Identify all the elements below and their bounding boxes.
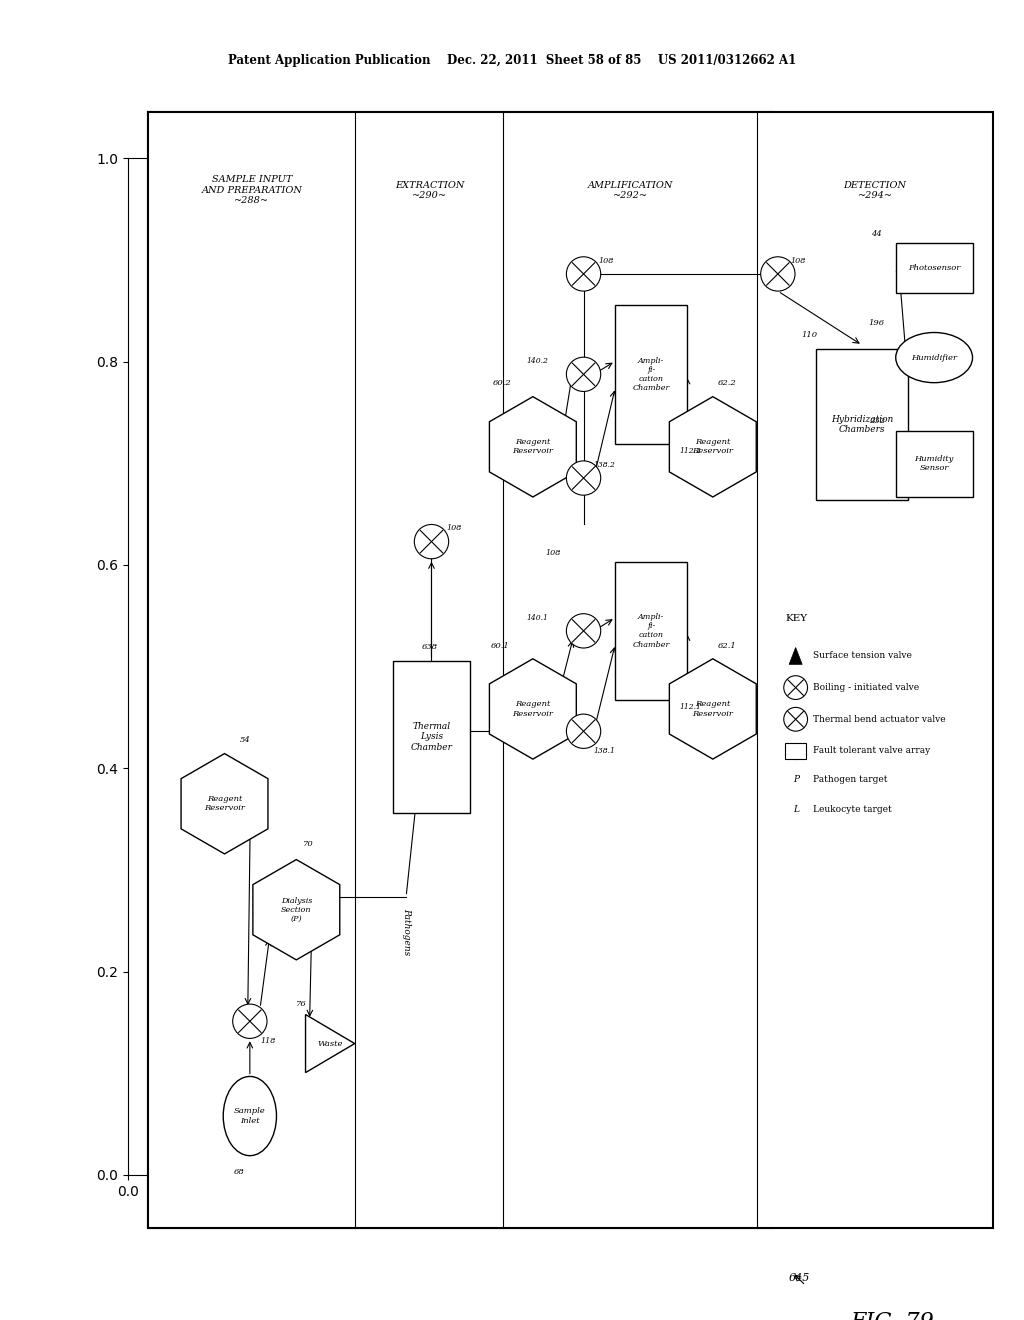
Text: 110: 110 <box>801 331 817 339</box>
Text: Reagent
Reservoir: Reagent Reservoir <box>204 795 245 812</box>
Text: Boiling - initiated valve: Boiling - initiated valve <box>813 682 920 692</box>
Text: 60.1: 60.1 <box>490 642 510 649</box>
Text: Reagent
Reservoir: Reagent Reservoir <box>512 701 553 718</box>
Text: Sample
Inlet: Sample Inlet <box>233 1107 266 1125</box>
Text: Thermal bend actuator valve: Thermal bend actuator valve <box>813 714 946 723</box>
Text: 54: 54 <box>240 737 250 744</box>
Text: EXTRACTION
~290~: EXTRACTION ~290~ <box>394 181 464 199</box>
Text: Fault tolerant valve array: Fault tolerant valve array <box>813 746 931 755</box>
Text: 68: 68 <box>234 1167 245 1176</box>
Text: Humidity
Sensor: Humidity Sensor <box>914 455 953 473</box>
Text: 118: 118 <box>260 1038 276 1045</box>
Text: 196: 196 <box>868 319 885 327</box>
Text: AMPLIFICATION
~292~: AMPLIFICATION ~292~ <box>588 181 673 199</box>
Text: Reagent
Reservoir: Reagent Reservoir <box>512 438 553 455</box>
Text: 108: 108 <box>598 256 613 265</box>
Text: 108: 108 <box>545 549 560 557</box>
Text: 645: 645 <box>788 1272 810 1283</box>
Text: 112.1: 112.1 <box>679 704 701 711</box>
Text: 638: 638 <box>422 643 437 651</box>
Text: Humidifier: Humidifier <box>911 354 957 362</box>
Text: KEY: KEY <box>785 614 808 623</box>
Text: 62.1: 62.1 <box>718 642 736 649</box>
Text: 232: 232 <box>868 417 885 425</box>
Text: FIG. 79: FIG. 79 <box>850 1311 934 1320</box>
Text: Pathogen target: Pathogen target <box>813 775 888 784</box>
Text: Waste: Waste <box>317 1040 343 1048</box>
Text: 62.2: 62.2 <box>718 379 736 388</box>
Text: 108: 108 <box>791 256 806 265</box>
Text: Patent Application Publication    Dec. 22, 2011  Sheet 58 of 85    US 2011/03126: Patent Application Publication Dec. 22, … <box>228 54 796 67</box>
Text: Photosensor: Photosensor <box>908 264 961 272</box>
Text: Pathogens: Pathogens <box>401 908 411 956</box>
Text: L: L <box>793 804 799 813</box>
Text: 112.2: 112.2 <box>679 447 701 455</box>
Text: 70: 70 <box>303 840 314 847</box>
Text: 140.2: 140.2 <box>526 358 549 366</box>
Text: Ampli-
fi-
cation
Chamber: Ampli- fi- cation Chamber <box>633 356 670 392</box>
Text: P: P <box>793 775 799 784</box>
Text: 60.2: 60.2 <box>493 379 512 388</box>
Text: Surface tension valve: Surface tension valve <box>813 651 912 660</box>
Text: Hybridization
Chambers: Hybridization Chambers <box>831 414 894 434</box>
Text: Reagent
Reservoir: Reagent Reservoir <box>692 701 733 718</box>
Text: Dialysis
Section
(P): Dialysis Section (P) <box>281 896 312 923</box>
Text: 44: 44 <box>871 230 882 238</box>
Text: SAMPLE INPUT
AND PREPARATION
~288~: SAMPLE INPUT AND PREPARATION ~288~ <box>202 176 302 205</box>
Text: 138.2: 138.2 <box>593 461 615 469</box>
Text: Thermal
Lysis
Chamber: Thermal Lysis Chamber <box>411 722 453 751</box>
Text: 76: 76 <box>296 1001 307 1008</box>
Text: 108: 108 <box>446 524 462 532</box>
Text: Leukocyte target: Leukocyte target <box>813 804 892 813</box>
Text: Reagent
Reservoir: Reagent Reservoir <box>692 438 733 455</box>
Text: 138.1: 138.1 <box>593 747 615 755</box>
Text: 140.1: 140.1 <box>526 614 549 622</box>
Text: DETECTION
~294~: DETECTION ~294~ <box>844 181 906 199</box>
Text: Ampli-
fi-
cation
Chamber: Ampli- fi- cation Chamber <box>633 612 670 648</box>
